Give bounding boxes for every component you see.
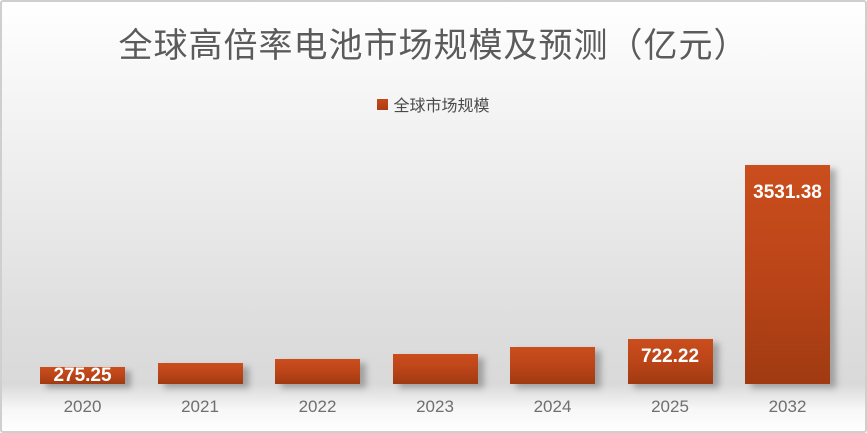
bar-2024: [510, 347, 595, 384]
x-axis: 2020 2021 2022 2023 2024 2025 2032: [40, 397, 830, 417]
x-tick-2021: 2021: [181, 397, 219, 416]
bar-value-label-2032: 3531.38: [753, 182, 822, 203]
x-tick-2024: 2024: [533, 397, 572, 416]
legend-series-label: 全球市场规模: [393, 96, 490, 115]
bar-2022: [275, 359, 360, 384]
bar-2025: 722.22: [627, 339, 713, 384]
bar-value-label-2020: 275.25: [53, 364, 112, 386]
x-tick-2023: 2023: [416, 397, 454, 416]
bar-2032: 3531.38: [745, 165, 830, 384]
bar-2021: [157, 363, 243, 384]
bar-value-label-2025: 722.22: [640, 346, 700, 367]
bar-2023: [392, 354, 478, 384]
legend: 全球市场规模: [2, 92, 865, 116]
chart-title: 全球高倍率电池市场规模及预测（亿元）: [118, 26, 749, 66]
x-tick-2025: 2025: [651, 397, 689, 416]
x-tick-2032: 2032: [768, 397, 807, 416]
x-tick-2020: 2020: [63, 397, 102, 416]
plot-area: 275.25 722.22 3531.38: [40, 165, 830, 386]
legend-marker-icon: [377, 98, 389, 110]
bar-2020: 275.25: [40, 364, 125, 386]
x-tick-2022: 2022: [298, 397, 337, 416]
